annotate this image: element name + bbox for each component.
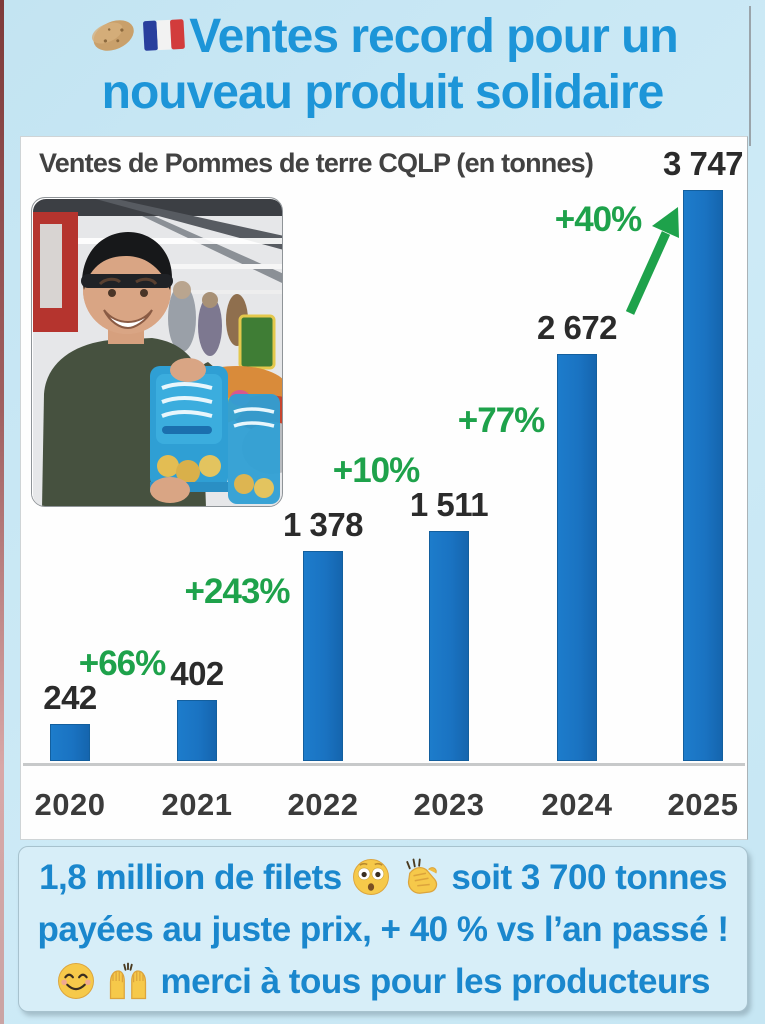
bar-2023 (429, 531, 469, 761)
footer-caption: 1,8 million de filets (18, 846, 748, 1012)
footer-line-1-text-b: soit 3 700 tonnes (451, 858, 727, 897)
bar-2024 (557, 354, 597, 761)
clapping-hands-icon (400, 857, 442, 897)
page-title-text-2: nouveau produit solidaire (101, 66, 665, 119)
growth-label-2024: +77% (457, 401, 546, 440)
footer-line-2: payées au juste prix, + 40 % vs l’an pas… (37, 910, 729, 949)
bar-2021 (177, 700, 217, 761)
chart-card: Ventes de Pommes de terre CQLP (en tonne… (20, 136, 748, 840)
left-edge-strip (0, 0, 4, 1024)
right-edge-line (749, 6, 751, 146)
potato-icon (87, 8, 139, 60)
axis-label-2021: 2021 (161, 787, 233, 822)
bar-group-2023: 1 511 (384, 486, 514, 761)
bar-group-2022: 1 378 (258, 506, 388, 761)
bar-value-2023: 1 511 (409, 486, 489, 523)
smiling-face-icon (56, 961, 96, 1001)
bar-group-2021: 402 (132, 655, 262, 761)
growth-arrow-icon (606, 195, 706, 320)
raising-hands-icon (105, 961, 151, 1001)
page-title-text-1: Ventes record pour un (189, 10, 678, 63)
footer-line-3-text: merci à tous pour les producteurs (160, 962, 711, 1001)
bar-2020 (50, 724, 90, 761)
growth-label-2022: +243% (184, 572, 291, 611)
bar-value-2021: 402 (170, 655, 224, 692)
page-title-line-1: Ventes record pour un (8, 8, 757, 65)
bar-value-2022: 1 378 (282, 506, 364, 543)
footer-line-3: merci à tous pour les producteurs (19, 956, 747, 1008)
growth-label-2021: +66% (78, 644, 167, 683)
bar-value-2025: 3 747 (662, 145, 744, 182)
french-flag-icon (139, 10, 189, 60)
footer-line-1-text-a: 1,8 million de filets (39, 858, 342, 897)
store-photo (31, 197, 283, 507)
x-axis-line (23, 763, 745, 766)
growth-label-2023: +10% (332, 451, 421, 490)
bar-group-2025: 3 747 (638, 145, 765, 761)
flushed-face-icon (351, 857, 391, 897)
footer-line-1: 1,8 million de filets (19, 852, 747, 904)
chart-title: Ventes de Pommes de terre CQLP (en tonne… (39, 148, 594, 178)
bar-2025 (683, 190, 723, 761)
axis-label-2020: 2020 (34, 787, 106, 822)
axis-label-2025: 2025 (667, 787, 739, 822)
axis-label-2022: 2022 (287, 787, 359, 822)
axis-label-2024: 2024 (541, 787, 613, 822)
bar-group-2020: 242 (5, 679, 135, 761)
page-title: Ventes record pour un nouveau produit so… (8, 8, 757, 121)
bar-value-2024: 2 672 (536, 309, 618, 346)
bar-group-2024: 2 672 (512, 309, 642, 761)
growth-label-2025: +40% (554, 200, 643, 239)
bar-value-2020: 242 (43, 679, 97, 716)
bar-2022 (303, 551, 343, 761)
page-title-line-2: nouveau produit solidaire (8, 65, 757, 121)
axis-label-2023: 2023 (413, 787, 485, 822)
